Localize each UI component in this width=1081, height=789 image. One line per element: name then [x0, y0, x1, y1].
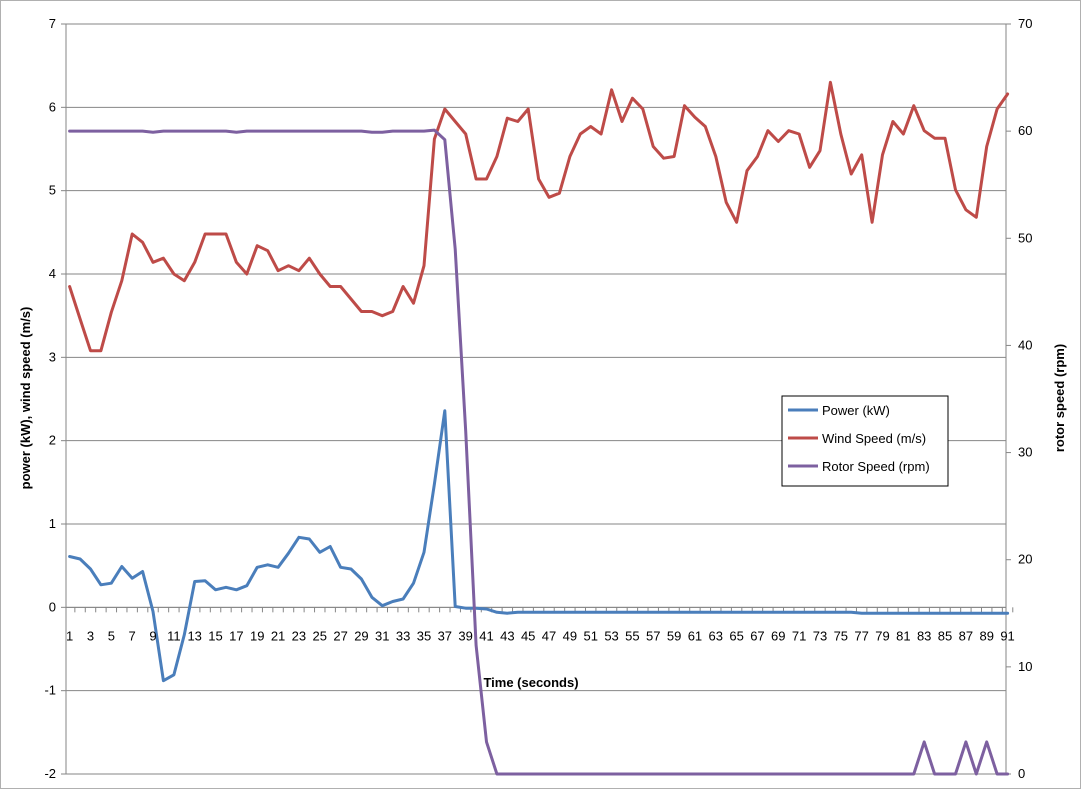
x-tick-label: 51 — [583, 628, 597, 643]
x-tick-label: 47 — [542, 628, 556, 643]
x-tick-label: 87 — [959, 628, 973, 643]
x-tick-label: 85 — [938, 628, 952, 643]
x-tick-label: 35 — [417, 628, 431, 643]
rotor-speed-series-line — [68, 128, 1010, 776]
x-tick-label: 73 — [813, 628, 827, 643]
right-y-axis-title: rotor speed (rpm) — [1052, 344, 1067, 452]
x-tick-label: 11 — [167, 628, 181, 643]
x-tick-label: 13 — [187, 628, 201, 643]
x-tick-label: 81 — [896, 628, 910, 643]
x-tick-label: 7 — [129, 628, 136, 643]
x-tick-label: 37 — [438, 628, 452, 643]
x-tick-label: 67 — [750, 628, 764, 643]
x-tick-label: 43 — [500, 628, 514, 643]
left-y-tick-label: 3 — [49, 349, 56, 364]
right-y-tick-label: 60 — [1018, 123, 1032, 138]
x-tick-label: 17 — [229, 628, 243, 643]
x-axis-title: Time (seconds) — [483, 675, 578, 690]
x-tick-label: 89 — [979, 628, 993, 643]
x-tick-label: 61 — [688, 628, 702, 643]
legend-label-power: Power (kW) — [822, 403, 890, 418]
x-tick-label: 15 — [208, 628, 222, 643]
x-tick-label: 5 — [108, 628, 115, 643]
x-tick-label: 33 — [396, 628, 410, 643]
x-tick-label: 23 — [292, 628, 306, 643]
x-tick-label: 59 — [667, 628, 681, 643]
right-y-tick-label: 40 — [1018, 337, 1032, 352]
x-tick-label: 53 — [604, 628, 618, 643]
x-tick-label: 45 — [521, 628, 535, 643]
x-tick-label: 29 — [354, 628, 368, 643]
left-y-tick-label: 4 — [49, 266, 56, 281]
x-tick-label: 83 — [917, 628, 931, 643]
right-y-tick-label: 70 — [1018, 16, 1032, 31]
x-tick-label: 55 — [625, 628, 639, 643]
x-tick-label: 79 — [875, 628, 889, 643]
left-y-tick-label: 0 — [49, 599, 56, 614]
x-tick-label: 9 — [149, 628, 156, 643]
left-y-tick-label: -2 — [44, 766, 56, 781]
series-lines — [68, 80, 1010, 776]
legend-label-rotor-speed: Rotor Speed (rpm) — [822, 459, 930, 474]
x-tick-label: 31 — [375, 628, 389, 643]
axes — [61, 23, 1014, 775]
right-y-tick-label: 10 — [1018, 659, 1032, 674]
x-tick-label: 39 — [458, 628, 472, 643]
right-y-tick-label: 50 — [1018, 230, 1032, 245]
x-tick-label: 65 — [729, 628, 743, 643]
left-y-tick-label: 7 — [49, 16, 56, 31]
x-tick-label: 63 — [709, 628, 723, 643]
right-y-tick-label: 0 — [1018, 766, 1025, 781]
x-tick-label: 25 — [313, 628, 327, 643]
right-y-tick-label: 20 — [1018, 552, 1032, 567]
left-y-tick-label: 6 — [49, 99, 56, 114]
left-y-axis-title: power (kW), wind speed (m/s) — [18, 307, 33, 490]
x-tick-label: 41 — [479, 628, 493, 643]
x-tick-label: 91 — [1000, 628, 1014, 643]
x-tick-label: 69 — [771, 628, 785, 643]
left-y-tick-label: 5 — [49, 183, 56, 198]
x-tick-label: 57 — [646, 628, 660, 643]
x-tick-label: 75 — [834, 628, 848, 643]
left-y-tick-label: -1 — [44, 683, 56, 698]
legend-label-wind-speed: Wind Speed (m/s) — [822, 431, 926, 446]
left-y-tick-label: 2 — [49, 433, 56, 448]
x-tick-label: 3 — [87, 628, 94, 643]
x-tick-label: 21 — [271, 628, 285, 643]
x-tick-label: 1 — [66, 628, 73, 643]
x-tick-label: 49 — [563, 628, 577, 643]
wind-speed-series-line — [68, 80, 1010, 353]
left-y-tick-label: 1 — [49, 516, 56, 531]
x-tick-label: 71 — [792, 628, 806, 643]
right-y-tick-label: 30 — [1018, 445, 1032, 460]
legend: Power (kW) Wind Speed (m/s) Rotor Speed (r… — [781, 395, 949, 487]
power-series-line — [68, 409, 1010, 683]
x-tick-label: 77 — [854, 628, 868, 643]
x-tick-label: 27 — [333, 628, 347, 643]
x-tick-label: 19 — [250, 628, 264, 643]
